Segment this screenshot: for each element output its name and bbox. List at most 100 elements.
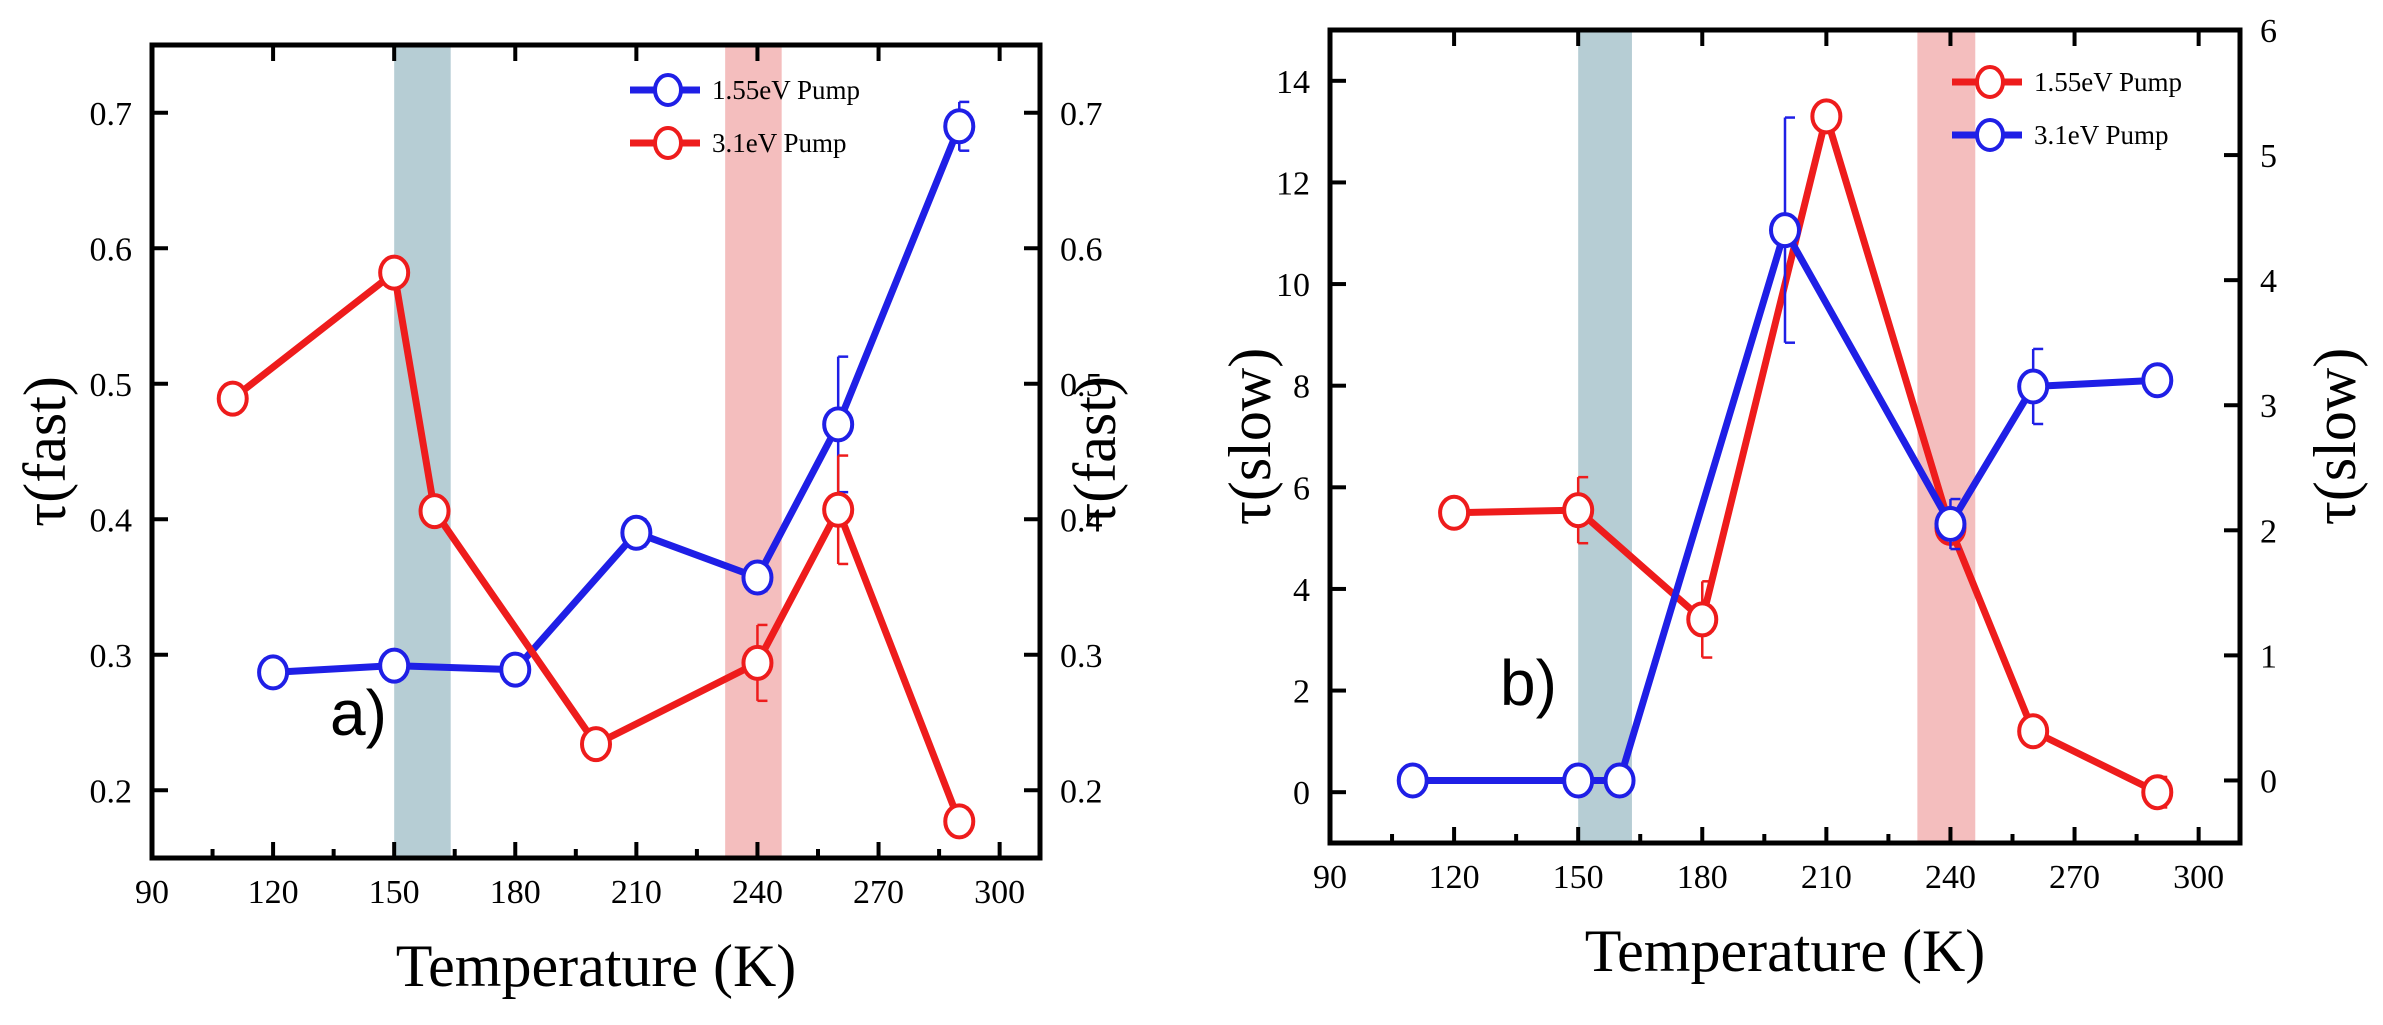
panel-b: 90 120 150 180 210 240 270 30002468101214012345… <box>1217 13 2368 984</box>
panel-a-y-right-tick-label: 0.5 <box>1060 367 1103 404</box>
panel-a-y-right-tick-label: 0.3 <box>1060 638 1103 675</box>
panel-a-series-2-point <box>378 254 411 291</box>
panel-b-y-tick-label: 12 <box>1276 165 1310 202</box>
panel-a-plot-frame <box>149 42 1043 861</box>
panel-a-x-tick-label: 240 <box>732 874 783 911</box>
panel-a-y-right-tick-label: 0.2 <box>1060 773 1103 810</box>
panel-b-shaded-band-1 <box>1917 30 1976 843</box>
panel-b-series-2-point <box>2017 368 2050 405</box>
panel-a-series-2-point <box>943 803 976 840</box>
panel-a-legend-marker <box>653 73 683 107</box>
panel-b-x-tick-label: 120 <box>1429 859 1480 896</box>
panel-b-legend-marker <box>1975 65 2005 99</box>
panel-b-label: b) <box>1500 647 1557 719</box>
panel-a-x-tick-label: 90 <box>135 874 169 911</box>
panel-a-series-1-point <box>257 654 290 691</box>
panel-a-series-1-line <box>272 124 963 676</box>
panel-a-series-1 <box>257 100 976 691</box>
panel-b-y-right-tick-label: 1 <box>2260 638 2277 675</box>
panel-a-series-2-point <box>216 380 249 417</box>
panel-a-legend-item-2: 3.1eV Pump <box>630 126 847 160</box>
panel-a-x-tick-label: 300 <box>974 874 1025 911</box>
panel-a-series-2-point <box>822 491 855 528</box>
panel-b-y-right-tick-label: 2 <box>2260 513 2277 550</box>
panel-a-x-tick-label: 180 <box>490 874 541 911</box>
panel-a-series-1-point <box>499 651 532 688</box>
panel-b-x-axis-label: Temperature (K) <box>1585 918 1986 984</box>
panel-b-legend-label: 1.55eV Pump <box>2034 67 2182 97</box>
panel-b-y-right-tick-label: 0 <box>2260 763 2277 800</box>
panel-b-series-2-point <box>2141 362 2174 399</box>
panel-b-y-right-tick-label: 4 <box>2260 263 2277 300</box>
panel-a-label: a) <box>330 677 387 749</box>
panel-a-x-tick-label: 270 <box>853 874 904 911</box>
panel-a-y-tick-label: 0.4 <box>90 502 133 539</box>
panel-b-y-axis-label: τ(slow) <box>1217 348 1283 525</box>
panel-a-x-axis-label: Temperature (K) <box>396 933 797 999</box>
panel-b-series-1-point <box>1686 601 1719 638</box>
panel-a-legend-marker <box>653 126 683 160</box>
panel-a-x-tick-label: 120 <box>248 874 299 911</box>
panel-b-x-tick-label: 210 <box>1801 859 1852 896</box>
panel-b-y-right-tick-label: 3 <box>2260 388 2277 425</box>
panel-b-series-1-point <box>2017 713 2050 750</box>
panel-b-x-tick-label: 180 <box>1677 859 1728 896</box>
panel-a-legend-label: 1.55eV Pump <box>712 75 860 105</box>
panel-a-series-1-point <box>620 514 653 551</box>
panel-b-series-2-point <box>1769 212 1801 249</box>
panel-b-y-right-tick-label: 6 <box>2260 13 2277 50</box>
panel-a-y-right-tick-label: 0.6 <box>1060 231 1103 268</box>
panel-a-y-axis-label: τ(fast) <box>12 376 78 527</box>
panel-a-x-tick-label: 210 <box>611 874 662 911</box>
panel-b-x-tick-label: 300 <box>2173 859 2224 896</box>
panel-b-series-2-point <box>1934 506 1967 543</box>
panel-b-x-tick-label: 270 <box>2049 859 2100 896</box>
panel-b-series-2-point <box>1603 762 1636 799</box>
panel-a-y-tick-label: 0.6 <box>90 231 133 268</box>
panel-b-y-tick-label: 2 <box>1293 674 1310 711</box>
panel-b-y-tick-label: 4 <box>1293 572 1310 609</box>
panel-a-y-right-tick-label: 0.7 <box>1060 96 1103 133</box>
panel-b-shaded-band-0 <box>1578 30 1632 843</box>
panel-b-legend-item-2: 3.1eV Pump <box>1952 118 2169 152</box>
panel-b-y-right-axis-label: τ(slow) <box>2302 348 2368 525</box>
panel-b-series-1-line <box>1454 112 2159 796</box>
panel-b-y-tick-label: 14 <box>1276 64 1310 101</box>
panel-b-y-tick-label: 8 <box>1293 369 1310 406</box>
panel-a-series-1-point <box>741 559 774 596</box>
panel-a-series-1-point <box>378 647 411 684</box>
panel-b-y-tick-label: 6 <box>1293 470 1310 507</box>
panel-b-x-tick-label: 240 <box>1925 859 1976 896</box>
panel-a-x-tick-label: 150 <box>369 874 420 911</box>
panel-a-legend-item-1: 1.55eV Pump <box>630 73 860 107</box>
panel-b-legend-marker <box>1975 118 2005 152</box>
panel-b-series-2-point <box>1396 762 1429 799</box>
panel-b-x-tick-label: 90 <box>1313 859 1347 896</box>
panel-b-series-2 <box>1396 116 2174 799</box>
panel-a-series-2 <box>216 254 976 840</box>
panel-b-legend-label: 3.1eV Pump <box>2034 120 2169 150</box>
panel-b-y-tick-label: 0 <box>1293 775 1310 812</box>
panel-a-y-tick-label: 0.2 <box>90 773 133 810</box>
panel-a-series-2-point <box>580 726 612 763</box>
panel-a-y-tick-label: 0.3 <box>90 638 133 675</box>
panel-a-y-tick-label: 0.7 <box>90 96 133 133</box>
panel-b-series-1-point <box>1810 98 1843 135</box>
panel-b-legend-item-1: 1.55eV Pump <box>1952 65 2182 99</box>
panel-a-y-tick-label: 0.5 <box>90 367 133 404</box>
panel-a-series-2-point <box>418 493 451 530</box>
panel-a-series-2-point <box>741 644 774 681</box>
panel-a-legend-label: 3.1eV Pump <box>712 128 847 158</box>
panel-a-y-right-tick-label: 0.4 <box>1060 502 1103 539</box>
panel-a-y-right-axis-label: τ(fast) <box>1062 376 1128 527</box>
panel-b-series-2-point <box>1562 762 1595 799</box>
panel-b-series-1 <box>1438 98 2174 811</box>
panel-b-series-1-point <box>1562 492 1595 529</box>
panel-b-series-1-point <box>1438 494 1471 531</box>
panel-b-series-1-point <box>2141 774 2174 811</box>
panel-b-y-right-tick-label: 5 <box>2260 138 2277 175</box>
panel-a-series-1-point <box>822 406 855 443</box>
panel-b-y-tick-label: 10 <box>1276 267 1310 304</box>
panel-b-plot-frame <box>1327 27 2243 846</box>
